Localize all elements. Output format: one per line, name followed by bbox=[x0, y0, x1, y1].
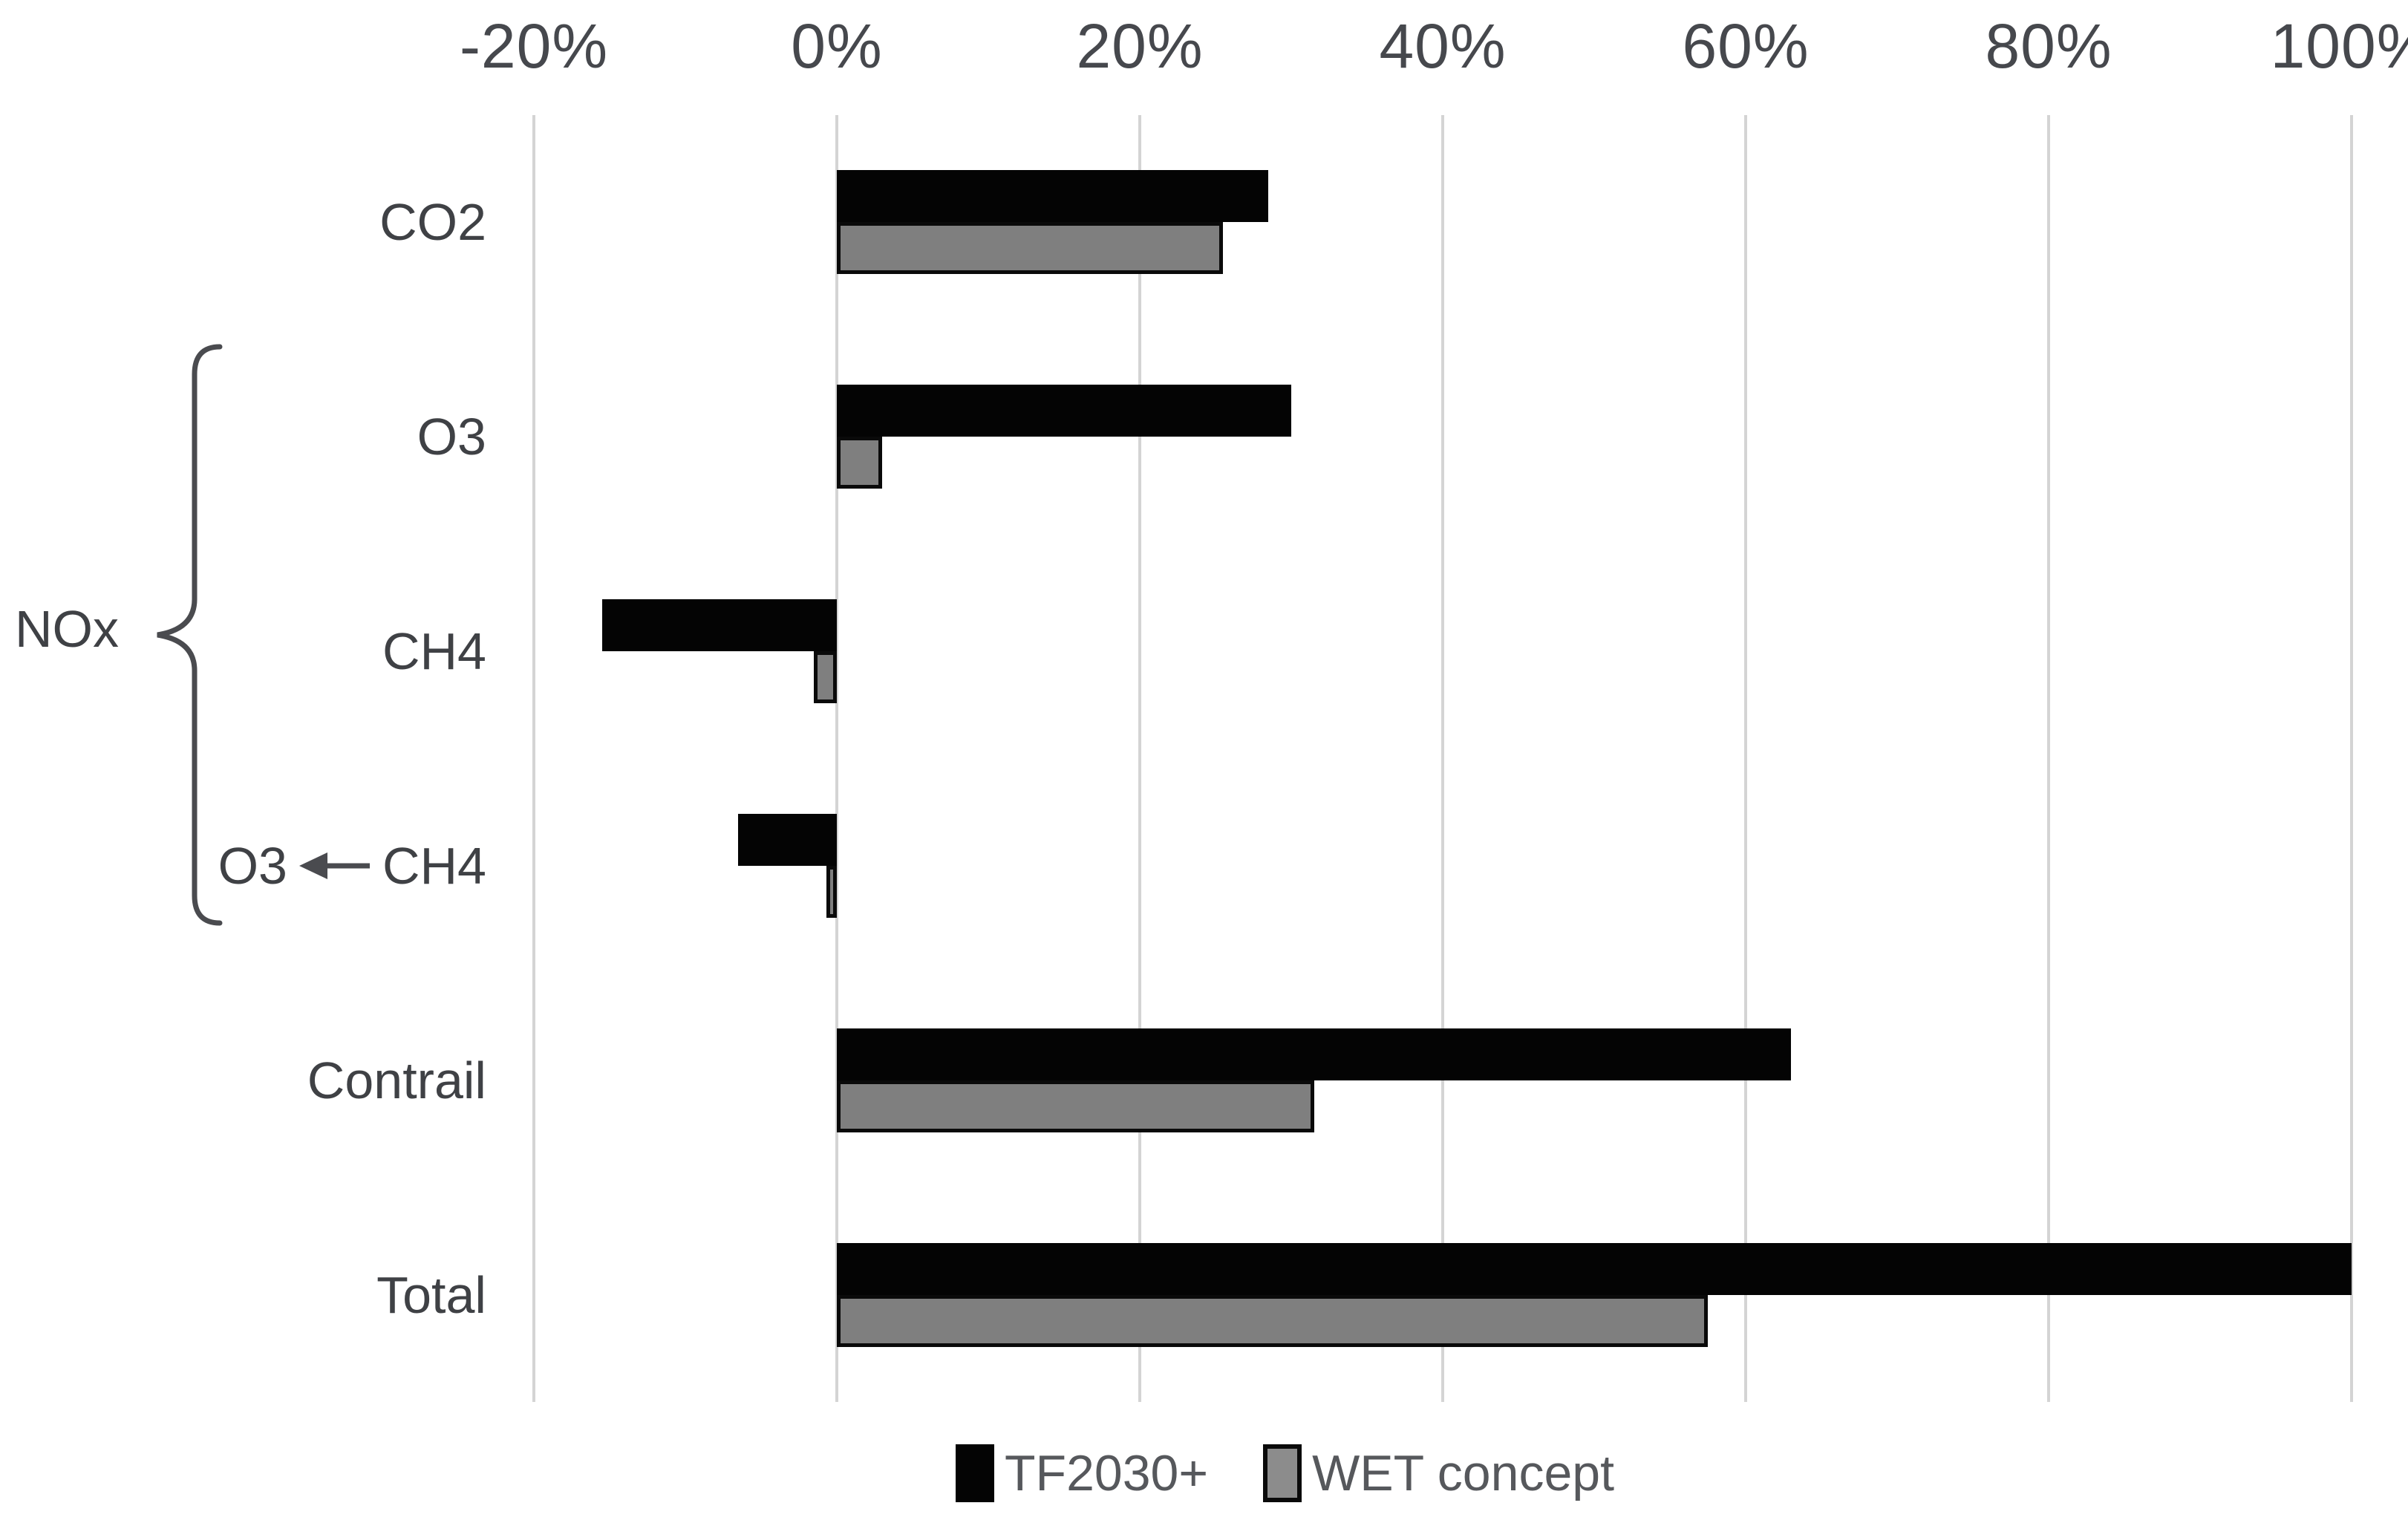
bar-tf2030-contrail bbox=[837, 1028, 1792, 1080]
chart-legend: TF2030+ WET concept bbox=[956, 1444, 1614, 1503]
category-label-ch4: CH4 bbox=[0, 614, 486, 688]
category-label-co2: CO2 bbox=[0, 185, 486, 259]
bar-wet-concept-contrail bbox=[837, 1080, 1314, 1132]
legend-label-wet-concept: WET concept bbox=[1312, 1445, 1614, 1501]
left-arrow-icon bbox=[298, 852, 370, 879]
bar-tf2030-co2 bbox=[837, 170, 1269, 223]
category-label-o3-ch4: O3 CH4 bbox=[0, 829, 486, 903]
legend-item-wet-concept: WET concept bbox=[1263, 1444, 1614, 1502]
gridline-0 bbox=[835, 115, 838, 1402]
bar-tf2030-o3 bbox=[837, 385, 1291, 437]
axis-tick-label-20: 20% bbox=[1076, 11, 1204, 81]
legend-label-tf2030: TF2030+ bbox=[1005, 1445, 1209, 1501]
gridline-80 bbox=[2047, 115, 2050, 1402]
category-label-o3: O3 bbox=[0, 399, 486, 474]
gridline--20 bbox=[532, 115, 535, 1402]
category-label-contrail: Contrail bbox=[0, 1043, 486, 1118]
nox-group-label: NOx bbox=[15, 600, 119, 658]
gridline-20 bbox=[1138, 115, 1141, 1402]
gridline-40 bbox=[1441, 115, 1444, 1402]
bar-tf2030-total bbox=[837, 1242, 2352, 1295]
bar-wet-concept-o3 bbox=[837, 437, 883, 489]
axis-tick-label-40: 40% bbox=[1379, 11, 1507, 81]
legend-swatch-gray-icon bbox=[1263, 1444, 1302, 1502]
curly-brace-icon bbox=[157, 344, 223, 926]
gridline-100 bbox=[2350, 115, 2353, 1402]
bar-wet-concept-co2 bbox=[837, 222, 1224, 275]
category-label-text: O3 bbox=[417, 408, 486, 466]
gridline-60 bbox=[1744, 115, 1747, 1402]
category-label-text: CH4 bbox=[382, 836, 486, 895]
legend-swatch-black-icon bbox=[956, 1444, 994, 1502]
category-label-text: Contrail bbox=[307, 1051, 486, 1109]
axis-tick-label-80: 80% bbox=[1985, 11, 2112, 81]
axis-tick-label-20: -20% bbox=[459, 11, 609, 81]
axis-tick-label-100: 100% bbox=[2270, 11, 2408, 81]
bar-wet-concept-ch4 bbox=[814, 651, 837, 704]
legend-item-tf2030: TF2030+ bbox=[956, 1444, 1208, 1502]
category-label-text: CH4 bbox=[382, 622, 486, 681]
axis-tick-label-60: 60% bbox=[1682, 11, 1810, 81]
bar-tf2030-ch4 bbox=[601, 599, 837, 652]
bar-tf2030-o3-ch4 bbox=[738, 813, 837, 866]
category-label-text: CO2 bbox=[379, 193, 486, 252]
bar-wet-concept-total bbox=[837, 1294, 1708, 1347]
category-label-total: Total bbox=[0, 1258, 486, 1332]
category-label-text: Total bbox=[376, 1265, 486, 1324]
bar-wet-concept-o3-ch4 bbox=[826, 865, 837, 918]
axis-tick-label-0: 0% bbox=[791, 11, 883, 81]
category-label-text: O3 bbox=[218, 836, 287, 895]
